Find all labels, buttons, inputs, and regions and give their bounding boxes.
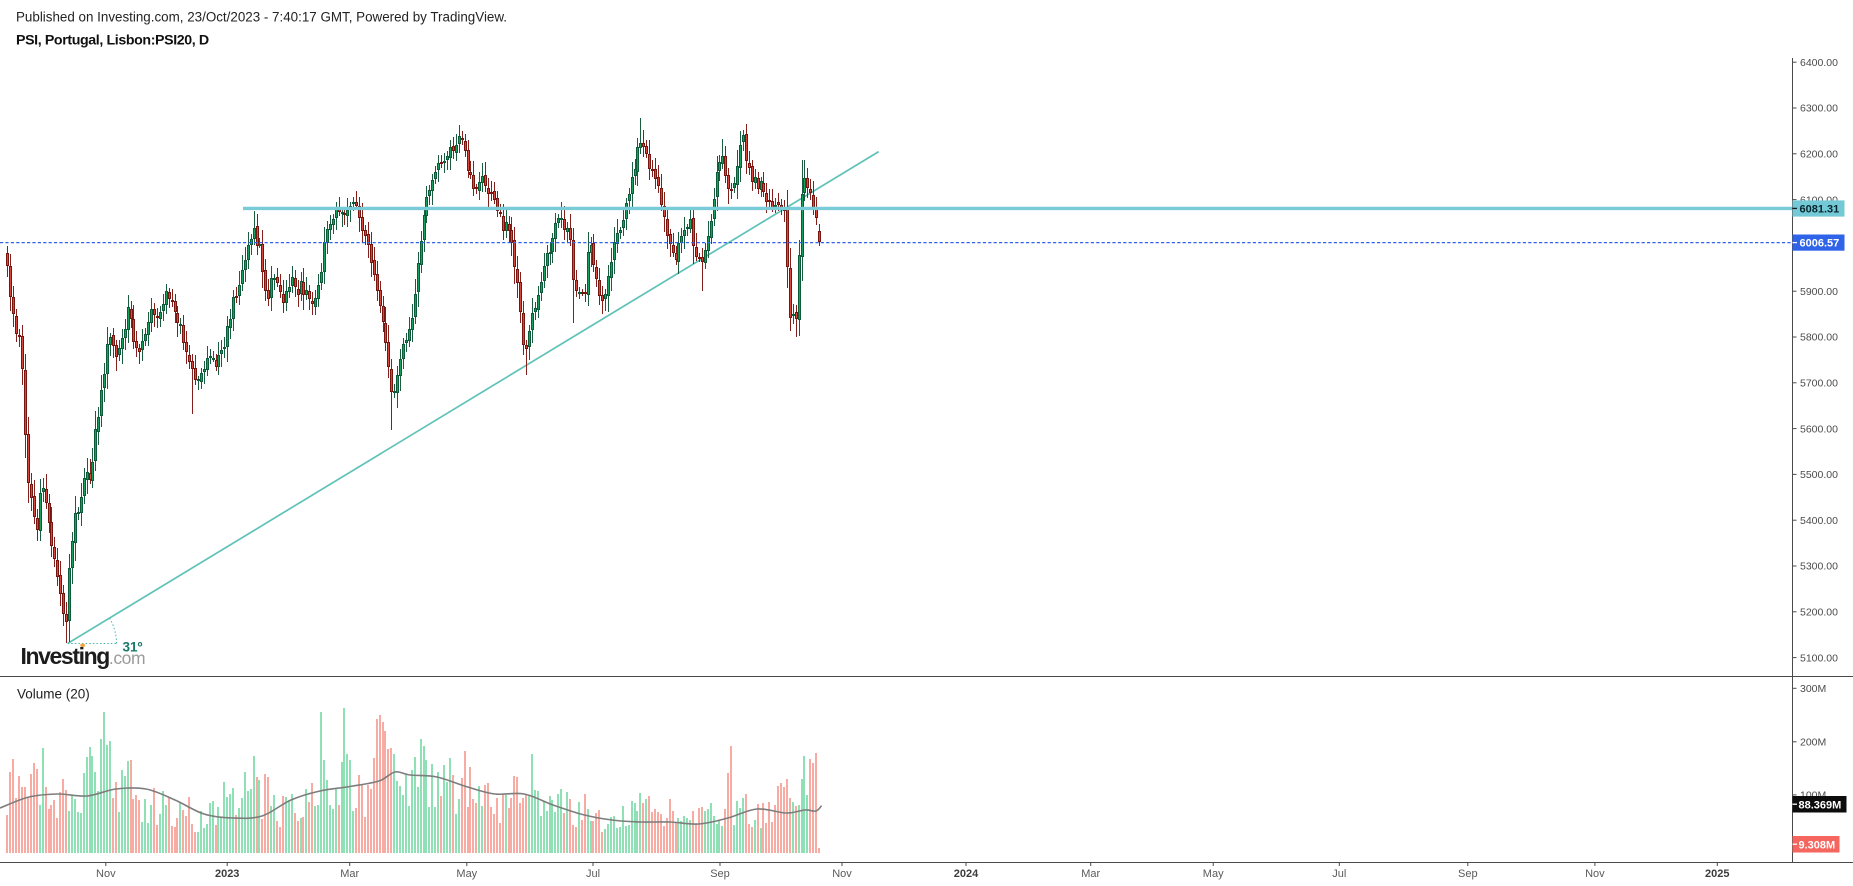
svg-text:6200.00: 6200.00 — [1800, 149, 1838, 161]
svg-text:5400.00: 5400.00 — [1800, 515, 1838, 527]
svg-text:5300.00: 5300.00 — [1800, 561, 1838, 573]
svg-text:88.369M: 88.369M — [1799, 799, 1842, 811]
svg-text:5600.00: 5600.00 — [1800, 423, 1838, 435]
svg-text:5700.00: 5700.00 — [1800, 378, 1838, 390]
svg-text:300M: 300M — [1800, 683, 1826, 695]
svg-text:2025: 2025 — [1705, 868, 1729, 880]
svg-text:Jul: Jul — [1332, 868, 1346, 880]
svg-text:Published on Investing.com, 23: Published on Investing.com, 23/Oct/2023 … — [16, 10, 507, 25]
svg-text:PSI, Portugal, Lisbon:PSI20, D: PSI, Portugal, Lisbon:PSI20, D — [16, 33, 209, 49]
svg-text:6006.57: 6006.57 — [1800, 238, 1840, 250]
svg-text:Sep: Sep — [1458, 868, 1478, 880]
svg-text:2024: 2024 — [954, 868, 979, 880]
svg-text:Jul: Jul — [586, 868, 600, 880]
svg-text:Mar: Mar — [340, 868, 359, 880]
svg-text:5800.00: 5800.00 — [1800, 332, 1838, 344]
svg-text:31º: 31º — [123, 640, 143, 655]
svg-text:6400.00: 6400.00 — [1800, 57, 1838, 69]
svg-text:Volume (20): Volume (20) — [17, 687, 90, 702]
svg-text:6081.31: 6081.31 — [1800, 204, 1840, 216]
svg-text:9.308M: 9.308M — [1799, 839, 1836, 851]
svg-text:5900.00: 5900.00 — [1800, 286, 1838, 298]
svg-text:5500.00: 5500.00 — [1800, 469, 1838, 481]
svg-text:5100.00: 5100.00 — [1800, 652, 1838, 664]
svg-text:Nov: Nov — [1585, 868, 1605, 880]
svg-text:200M: 200M — [1800, 737, 1826, 749]
svg-text:5200.00: 5200.00 — [1800, 607, 1838, 619]
svg-text:Investing.com: Investing.com — [21, 643, 146, 669]
svg-text:2023: 2023 — [215, 868, 239, 880]
svg-text:May: May — [1203, 868, 1224, 880]
svg-text:Nov: Nov — [832, 868, 852, 880]
svg-text:6300.00: 6300.00 — [1800, 103, 1838, 115]
svg-text:May: May — [456, 868, 477, 880]
svg-text:Nov: Nov — [96, 868, 116, 880]
svg-text:Mar: Mar — [1081, 868, 1100, 880]
svg-text:Sep: Sep — [710, 868, 730, 880]
